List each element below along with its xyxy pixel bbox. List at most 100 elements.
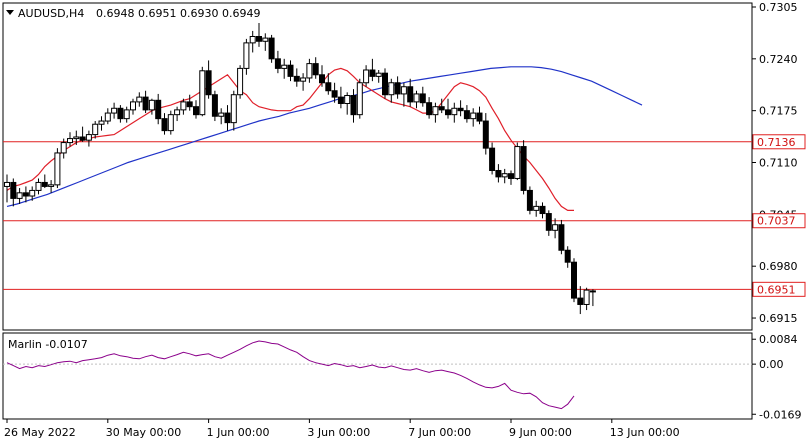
candle-body — [407, 86, 414, 103]
candle-body — [243, 42, 250, 69]
candle-body — [463, 110, 470, 120]
candle-body — [319, 74, 325, 84]
candle-body — [545, 213, 552, 231]
candle-body — [419, 93, 426, 104]
marlin-line — [6, 340, 575, 410]
candle-body — [4, 181, 10, 187]
level-label-box — [752, 134, 806, 150]
main-panel — [2, 2, 753, 331]
dropdown-triangle-icon[interactable] — [6, 10, 14, 15]
candle-body — [10, 181, 17, 199]
candle-body — [155, 99, 162, 120]
level-label: 0.7136 — [757, 136, 796, 149]
candle-body — [539, 205, 546, 215]
price-tick-label: 0.7240 — [759, 53, 798, 66]
candle-body — [249, 35, 256, 44]
price-axis: 0.73050.72400.71750.71100.70450.69800.69… — [752, 1, 798, 325]
candle-body — [350, 95, 357, 116]
candle-body — [400, 86, 407, 95]
candle-body — [186, 101, 193, 108]
candle-body — [363, 69, 370, 84]
ma-slow-layer — [6, 66, 643, 207]
price-tick-label: 0.7175 — [759, 105, 798, 118]
candle-body — [337, 96, 344, 104]
candle-body — [161, 118, 168, 132]
level-label: 0.7037 — [757, 215, 796, 228]
candle-body — [180, 101, 187, 111]
level-label: 0.6951 — [757, 283, 796, 296]
candle-body — [432, 106, 439, 116]
candle-body — [577, 297, 584, 305]
time-tick-label: 9 Jun 00:00 — [509, 426, 572, 439]
indicator-label: Marlin -0.0107 — [8, 338, 88, 351]
candle-body — [331, 90, 338, 98]
candle-body — [526, 189, 533, 211]
candle-body — [73, 136, 80, 140]
candle-body — [274, 58, 281, 69]
candle-body — [451, 107, 458, 116]
candle-body — [552, 224, 559, 231]
candle-body — [211, 94, 218, 117]
indicator-panel — [2, 332, 753, 420]
candle-body — [67, 138, 73, 144]
candle-body — [571, 261, 577, 299]
osc-tick-label: 0.00 — [759, 358, 784, 371]
candle-body — [375, 72, 382, 77]
candle-body — [117, 107, 124, 120]
candle-body — [98, 120, 105, 125]
time-tick-label: 1 Jun 00:00 — [207, 426, 270, 439]
candle-body — [293, 75, 300, 82]
level-label-box — [752, 281, 806, 297]
candle-body — [508, 173, 514, 179]
candle-body — [281, 64, 288, 69]
candle-body — [16, 192, 23, 199]
candle-body — [356, 82, 363, 116]
ma-fast-line — [6, 67, 574, 211]
candle-body — [35, 181, 42, 191]
candle-body — [325, 82, 332, 92]
candle-body — [495, 169, 502, 178]
time-tick-label: 7 Jun 00:00 — [408, 426, 471, 439]
candle-body — [589, 290, 596, 293]
candle-body — [413, 93, 420, 103]
osc-tick-label: 0.0084 — [759, 333, 798, 346]
price-tick-label: 0.6980 — [759, 260, 798, 273]
candle-body — [230, 94, 237, 124]
symbol-label: AUDUSD,H4 — [18, 7, 84, 20]
level-label-box — [752, 213, 806, 229]
candle-body — [237, 67, 244, 96]
candle-body — [394, 82, 401, 95]
candle-body — [388, 82, 395, 96]
candle-body — [426, 102, 433, 116]
candle-body — [256, 35, 262, 42]
candle-body — [287, 64, 294, 77]
candle-body — [60, 142, 67, 154]
candle-body — [205, 70, 212, 96]
oscillator-layer — [3, 340, 752, 410]
price-tick-label: 0.6915 — [759, 312, 798, 325]
candle-body — [174, 109, 181, 116]
candle-body — [111, 107, 118, 114]
ma-slow-line — [6, 66, 643, 207]
candle-body — [344, 95, 351, 104]
time-tick-label: 13 Jun 00:00 — [610, 426, 680, 439]
ohlc-values: 0.6948 0.6951 0.6930 0.6949 — [96, 7, 260, 20]
candle-body — [300, 77, 307, 82]
candle-body — [218, 112, 225, 117]
candle-body — [48, 184, 55, 187]
candle-body — [92, 123, 99, 136]
candle-body — [148, 99, 155, 111]
candle-body — [482, 120, 489, 149]
candles-layer — [4, 22, 596, 315]
candle-body — [85, 134, 92, 141]
time-tick-label: 26 May 2022 — [4, 426, 76, 439]
candle-body — [104, 112, 111, 122]
time-axis: 26 May 2022 30 May 00:00 1 Jun 00:00 3 Jun … — [4, 419, 680, 439]
candle-body — [489, 147, 496, 171]
candle-body — [583, 289, 590, 305]
candle-body — [501, 173, 508, 178]
candle-body — [268, 37, 275, 60]
candle-body — [312, 63, 319, 76]
candle-body — [558, 224, 565, 251]
